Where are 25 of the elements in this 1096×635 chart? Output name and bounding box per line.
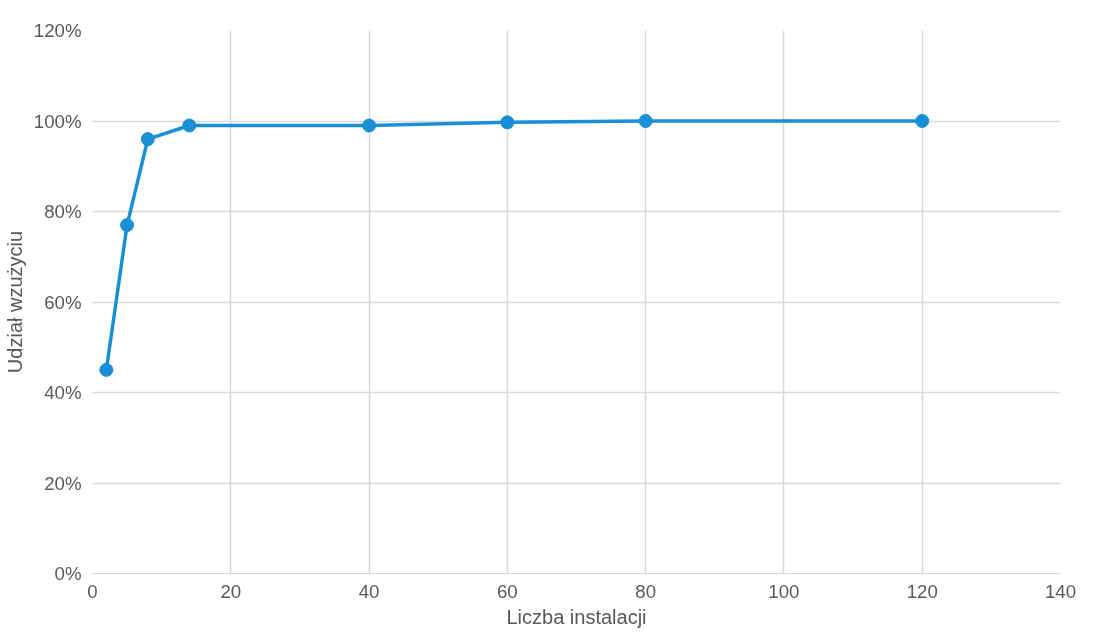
y-tick-label: 80% xyxy=(44,201,82,222)
x-tick-label: 120 xyxy=(906,580,938,602)
x-tick-label: 60 xyxy=(496,580,518,602)
x-axis-title: Liczba instalacji xyxy=(506,605,647,628)
y-tick-label: 0% xyxy=(54,563,82,584)
point xyxy=(120,218,135,233)
point xyxy=(99,362,114,377)
point xyxy=(915,114,930,128)
point xyxy=(500,115,515,130)
x-tick-label: 40 xyxy=(358,580,380,602)
y-tick-label: 100% xyxy=(33,110,82,132)
x-tick-label: 100 xyxy=(768,580,800,602)
x-tick-label: 80 xyxy=(635,580,657,602)
x-tick-label: 140 xyxy=(1044,580,1077,602)
y-axis-title: Udział wzużyciu xyxy=(3,230,26,374)
point xyxy=(362,118,377,133)
y-tick-label: 60% xyxy=(44,291,82,313)
y-tick-label: 20% xyxy=(44,472,82,494)
point xyxy=(638,114,653,128)
x-tick-label: 20 xyxy=(220,580,242,602)
point xyxy=(140,132,155,147)
y-tick-label: 40% xyxy=(44,382,82,403)
y-tick-label: 120% xyxy=(33,20,82,41)
point xyxy=(182,118,197,133)
x-tick-label: 0 xyxy=(87,580,98,602)
